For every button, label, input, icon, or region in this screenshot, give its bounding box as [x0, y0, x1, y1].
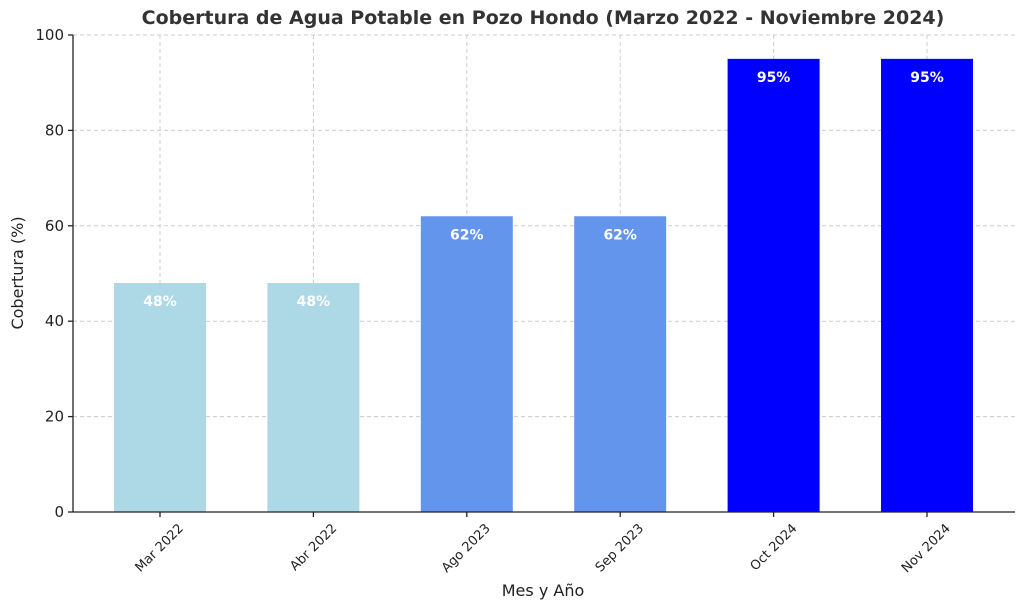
y-tick-label: 20: [45, 408, 64, 426]
x-tick-label: Nov 2024: [899, 521, 954, 576]
x-tick-label: Abr 2022: [287, 521, 340, 574]
y-tick-label: 80: [45, 121, 64, 139]
bar: [881, 58, 973, 512]
x-tick-label: Mar 2022: [133, 521, 187, 575]
bar-value-label: 48%: [143, 294, 177, 310]
bar: [574, 216, 667, 512]
bar: [267, 283, 360, 512]
bar-value-label: 62%: [450, 227, 484, 243]
y-tick-label: 0: [54, 503, 64, 521]
bar-value-label: 95%: [757, 70, 791, 86]
chart-title: Cobertura de Agua Potable en Pozo Hondo …: [142, 7, 945, 29]
x-tick-label: Sep 2023: [593, 521, 647, 575]
bar-value-label: 62%: [603, 227, 637, 243]
x-axis-label: Mes y Año: [502, 581, 585, 600]
y-tick-label: 100: [35, 26, 64, 44]
bar: [727, 58, 820, 512]
bar-value-label: 95%: [910, 70, 944, 86]
grid-lines: [73, 34, 1015, 513]
bar-value-label: 48%: [297, 294, 331, 310]
y-axis-label: Cobertura (%): [8, 216, 27, 329]
x-tick-label: Ago 2023: [439, 521, 494, 576]
bar: [114, 283, 206, 512]
bars: 48% 48% 62% 62% 95% 95%: [114, 58, 973, 512]
x-tick-label: Oct 2024: [748, 521, 801, 574]
y-tick-label: 40: [45, 312, 64, 330]
y-tick-label: 60: [45, 217, 64, 235]
bar: [420, 216, 513, 512]
